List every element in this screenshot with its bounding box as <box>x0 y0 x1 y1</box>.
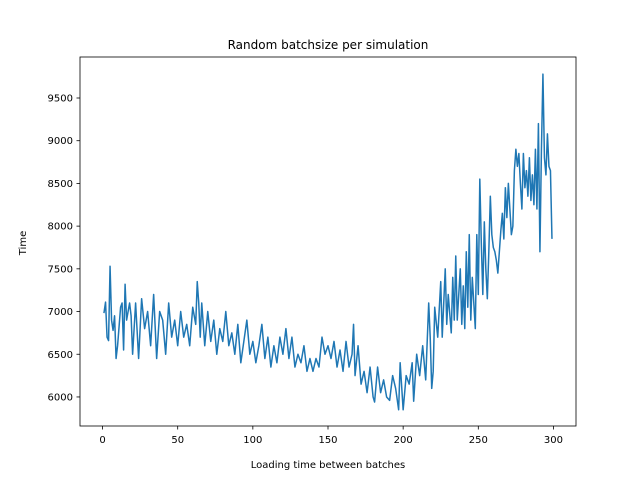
y-tick-label: 6500 <box>48 350 73 361</box>
plot-background <box>80 57 576 426</box>
y-tick-label: 6000 <box>48 392 73 403</box>
y-tick-label: 9500 <box>48 94 73 105</box>
x-tick-label: 200 <box>394 435 413 446</box>
plot-area <box>79 56 577 427</box>
y-tick-label: 8500 <box>48 179 73 190</box>
x-tick-label: 100 <box>243 435 262 446</box>
y-tick-label: 9000 <box>48 136 73 147</box>
y-axis: 6000 6500 7000 7500 8000 8500 9000 9500 <box>48 94 80 403</box>
chart-title: Random batchsize per simulation <box>228 38 429 52</box>
x-tick-label: 300 <box>544 435 563 446</box>
y-tick-label: 7500 <box>48 264 73 275</box>
x-tick-label: 0 <box>99 435 105 446</box>
x-axis: 0 50 100 150 200 250 300 <box>99 426 563 446</box>
y-axis-label: Time <box>18 231 29 256</box>
y-tick-label: 8000 <box>48 222 73 233</box>
x-tick-label: 50 <box>171 435 184 446</box>
x-tick-label: 250 <box>469 435 488 446</box>
x-tick-label: 150 <box>318 435 337 446</box>
y-tick-label: 7000 <box>48 307 73 318</box>
series-line-time <box>103 73 553 411</box>
x-axis-label: Loading time between batches <box>251 460 405 471</box>
